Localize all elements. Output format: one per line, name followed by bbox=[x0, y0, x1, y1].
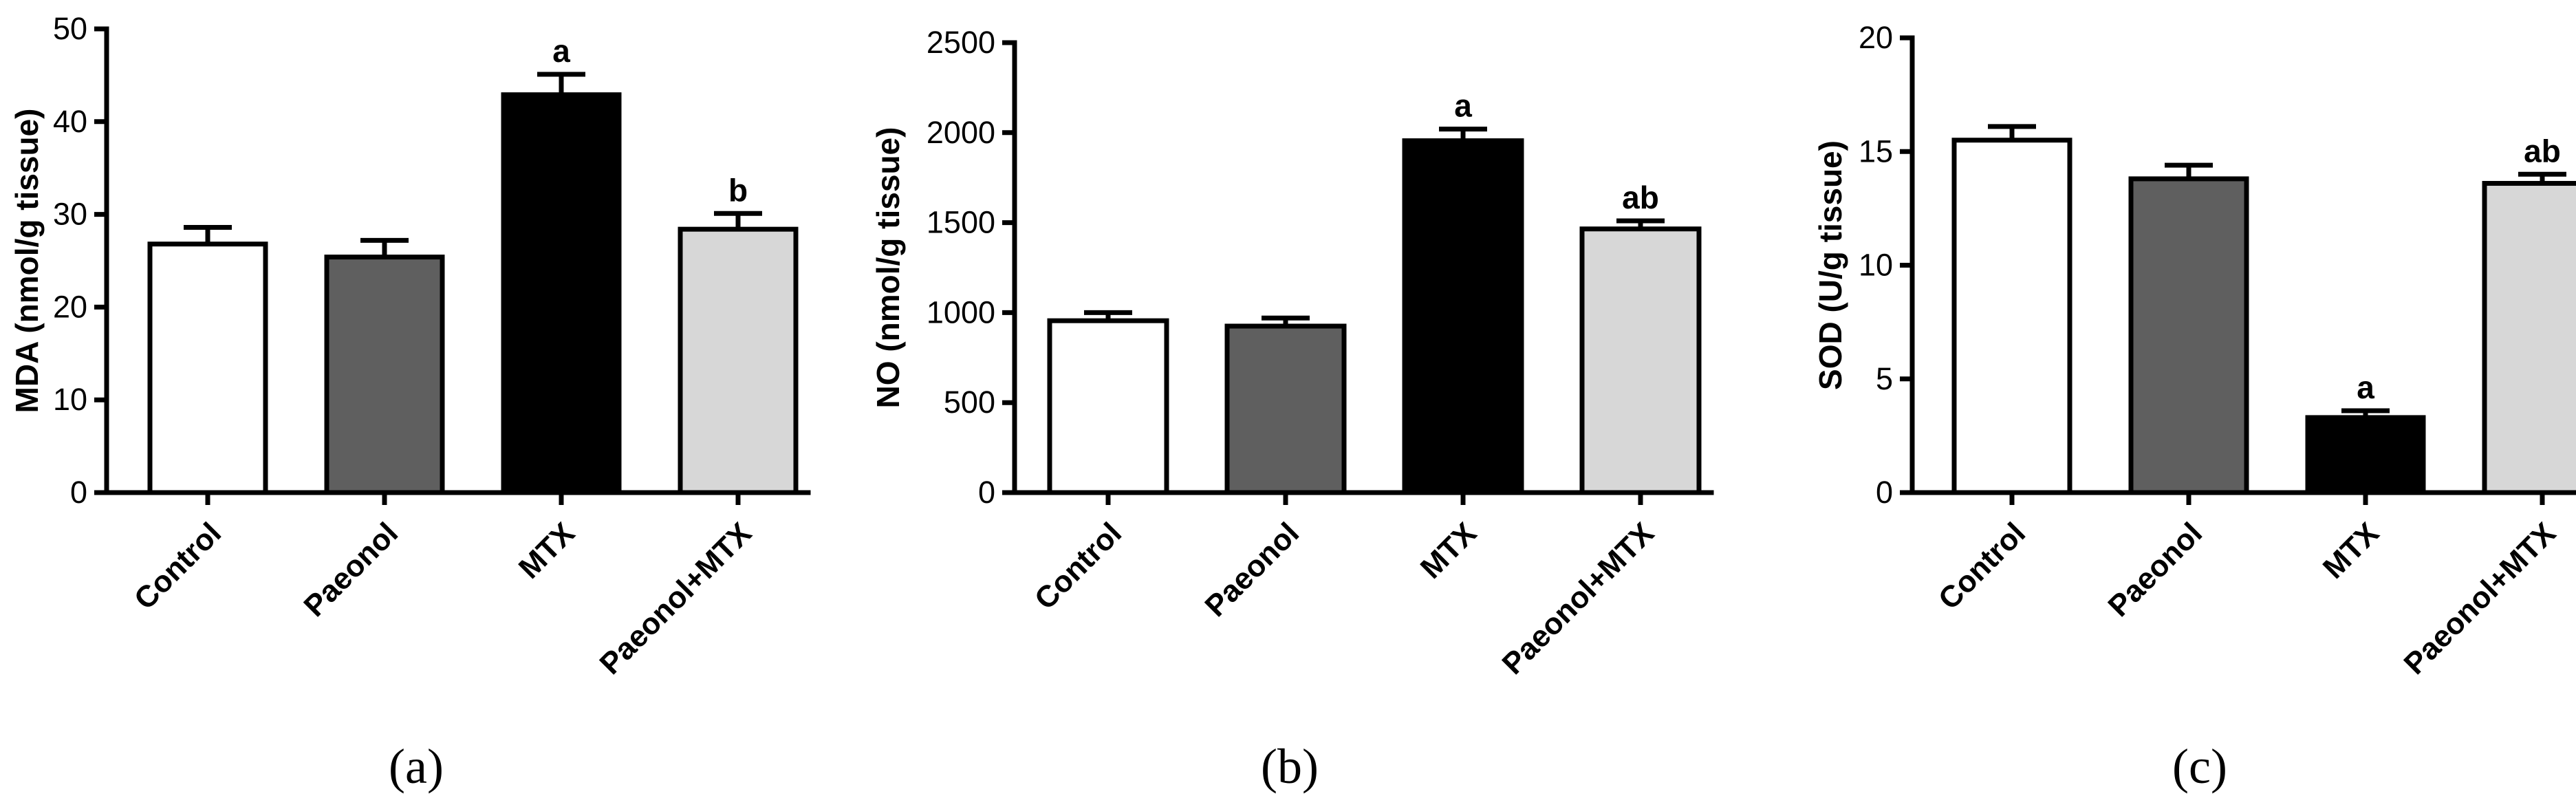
y-tick-label: 10 bbox=[1859, 248, 1893, 283]
y-tick-label: 20 bbox=[1859, 20, 1893, 55]
chart-panel-a: Control Paeonol a MTX b Paeonol+MTX 0 10 20 30 40 5… bbox=[9, 11, 811, 794]
category-label: MTX bbox=[512, 516, 581, 585]
category-label: Paeonol bbox=[297, 516, 404, 623]
bar-mtx bbox=[2305, 415, 2426, 495]
error-bar bbox=[714, 211, 762, 230]
significance-label: a bbox=[552, 33, 570, 69]
y-tick-label: 10 bbox=[53, 382, 87, 417]
error-bar bbox=[184, 224, 232, 244]
significance-label: ab bbox=[1622, 180, 1659, 215]
bar-control bbox=[147, 241, 268, 495]
significance-label: ab bbox=[2524, 133, 2561, 169]
y-tick-label: 20 bbox=[53, 289, 87, 324]
y-tick-label: 5 bbox=[1876, 361, 1893, 396]
bar-control bbox=[1951, 138, 2072, 495]
bar-mtx bbox=[1402, 138, 1524, 495]
error-bar bbox=[360, 237, 409, 257]
bar-paeonol bbox=[2128, 176, 2249, 495]
y-axis-title: SOD (U/g tissue) bbox=[1812, 140, 1848, 390]
bar-paeonol-mtx bbox=[1579, 226, 1702, 495]
panel-label: (c) bbox=[2172, 739, 2227, 794]
bar-paeonol bbox=[1224, 323, 1347, 495]
category-label: MTX bbox=[2317, 516, 2385, 585]
chart-panel-b: Control Paeonol a MTX ab Paeonol+MTX 0 500 1000 1… bbox=[870, 25, 1714, 794]
category-label: Paeonol+MTX bbox=[2398, 516, 2563, 681]
bar-mtx bbox=[501, 92, 622, 495]
bar-paeonol bbox=[324, 255, 445, 495]
bar-paeonol-mtx bbox=[2482, 181, 2576, 495]
y-tick-label: 0 bbox=[978, 475, 995, 510]
y-tick-label: 50 bbox=[53, 11, 87, 46]
chart-panel-c: Control Paeonol a MTX ab Paeonol+MTX 0 5 10 15 20 S… bbox=[1812, 20, 2576, 794]
category-label: Control bbox=[128, 516, 228, 616]
category-label: Paeonol+MTX bbox=[594, 516, 759, 681]
panel-label: (b) bbox=[1261, 739, 1319, 794]
y-tick-label: 2500 bbox=[927, 25, 995, 60]
y-tick-label: 15 bbox=[1859, 133, 1893, 169]
panel-label: (a) bbox=[389, 739, 444, 794]
y-tick-label: 0 bbox=[1876, 475, 1893, 510]
category-label: Paeonol bbox=[1198, 516, 1306, 623]
category-label: MTX bbox=[1414, 516, 1483, 585]
significance-label: b bbox=[728, 172, 748, 208]
category-label: Paeonol+MTX bbox=[1496, 516, 1661, 681]
y-axis-title: NO (nmol/g tissue) bbox=[870, 127, 906, 409]
y-tick-label: 0 bbox=[70, 475, 87, 510]
y-tick-label: 1500 bbox=[927, 205, 995, 240]
y-tick-label: 40 bbox=[53, 104, 87, 139]
y-tick-label: 500 bbox=[944, 385, 995, 420]
y-tick-label: 30 bbox=[53, 197, 87, 232]
bar-paeonol-mtx bbox=[678, 226, 799, 495]
y-tick-label: 2000 bbox=[927, 115, 995, 150]
category-label: Paeonol bbox=[2101, 516, 2209, 623]
category-label: Control bbox=[1932, 516, 2032, 616]
significance-label: a bbox=[1454, 88, 1472, 124]
y-axis-title: MDA (nmol/g tissue) bbox=[9, 109, 45, 413]
category-label: Control bbox=[1028, 516, 1128, 616]
significance-label: a bbox=[2357, 369, 2374, 405]
error-bar bbox=[537, 72, 585, 95]
y-tick-label: 1000 bbox=[927, 294, 995, 330]
bar-control bbox=[1047, 318, 1169, 495]
